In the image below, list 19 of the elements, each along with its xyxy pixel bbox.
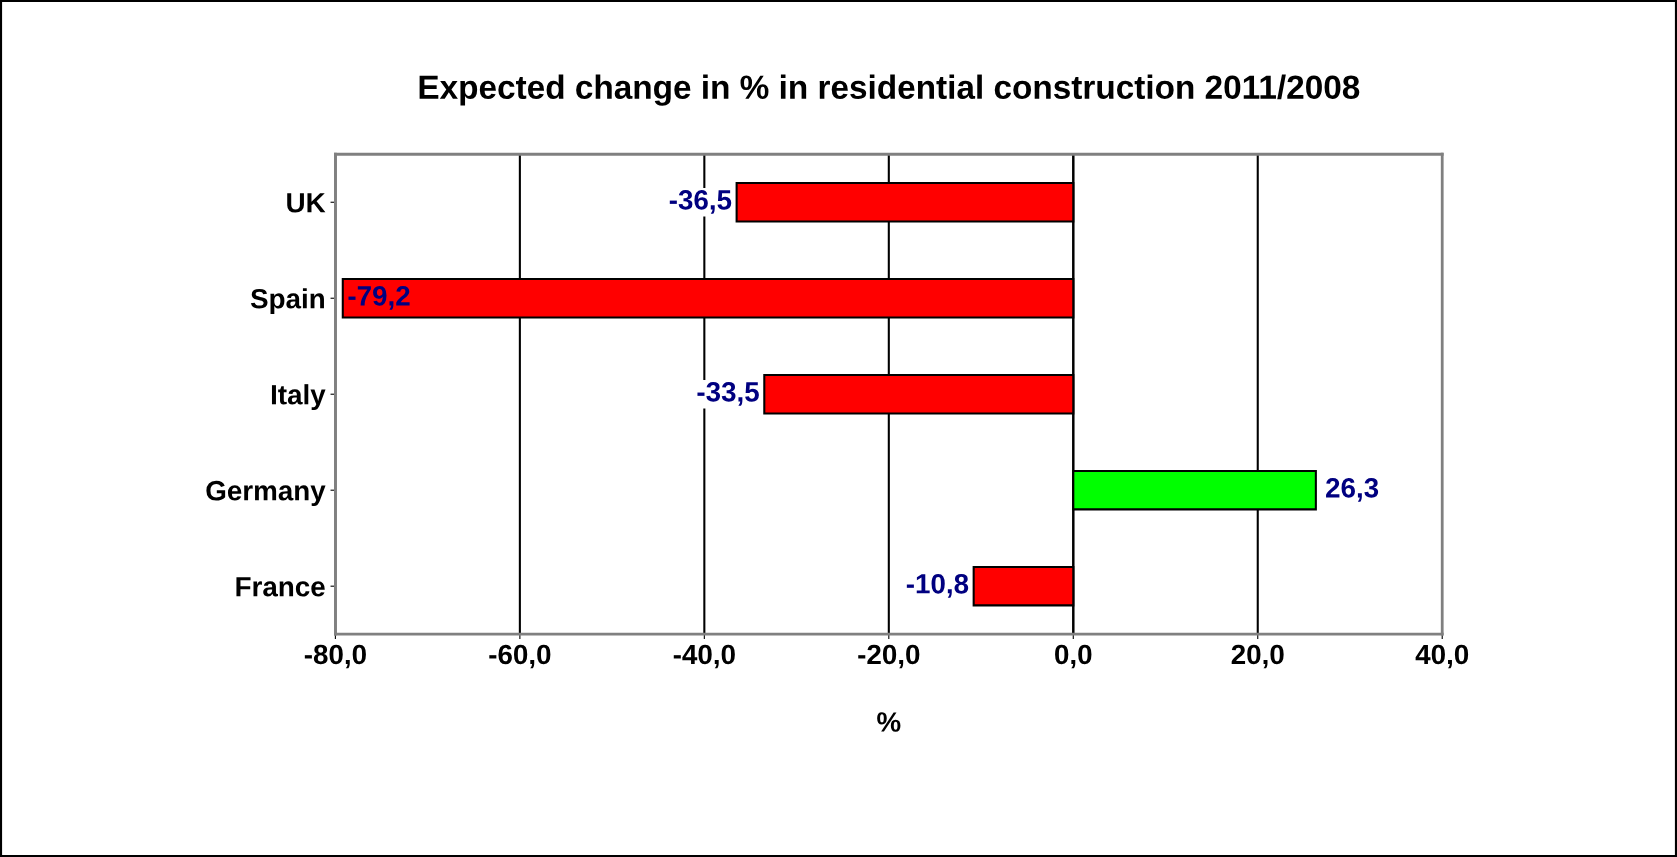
y-tick-label: Spain bbox=[250, 288, 324, 315]
x-axis-title: % bbox=[877, 712, 901, 732]
data-label: 26,3 bbox=[1326, 477, 1379, 502]
y-tick-label: Germany bbox=[206, 480, 326, 507]
chart-title: Expected change in % in residential construction 2011/2008 bbox=[419, 74, 1360, 106]
x-tick-label: -20,0 bbox=[858, 644, 920, 669]
y-tick-label: France bbox=[236, 577, 325, 597]
y-tick-label: UK bbox=[287, 193, 326, 213]
x-tick-label: -40,0 bbox=[673, 644, 735, 669]
data-label: -36,5 bbox=[669, 190, 732, 214]
y-tick-label: Italy bbox=[271, 384, 326, 411]
x-tick-label: -60,0 bbox=[489, 644, 551, 669]
x-tick-label: 20,0 bbox=[1231, 644, 1284, 669]
data-label: -79,2 bbox=[348, 286, 410, 310]
x-tick-label: 40,0 bbox=[1415, 644, 1469, 669]
data-label: -33,5 bbox=[697, 382, 759, 406]
data-label: -10,8 bbox=[906, 573, 969, 598]
x-tick-label: 0,0 bbox=[1055, 644, 1092, 669]
x-tick-label: -80,0 bbox=[304, 644, 366, 669]
